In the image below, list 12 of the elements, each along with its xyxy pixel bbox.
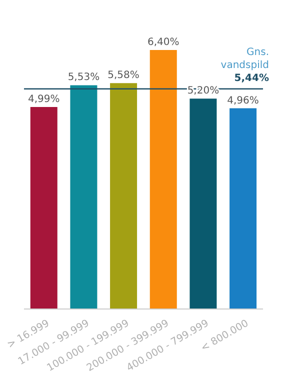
data-label: 5,58% — [108, 70, 140, 82]
bar — [30, 107, 58, 309]
bar — [70, 85, 98, 309]
data-label: 4,96% — [227, 95, 259, 106]
bar — [110, 83, 138, 309]
bar — [190, 98, 217, 309]
ref-line-label: Gns. vandspild 5,44% — [220, 46, 269, 84]
bar — [230, 108, 257, 309]
data-label: 5,53% — [68, 72, 100, 84]
data-label: 4,99% — [28, 94, 60, 106]
bar — [150, 50, 177, 309]
data-label: 6,40% — [147, 37, 180, 48]
